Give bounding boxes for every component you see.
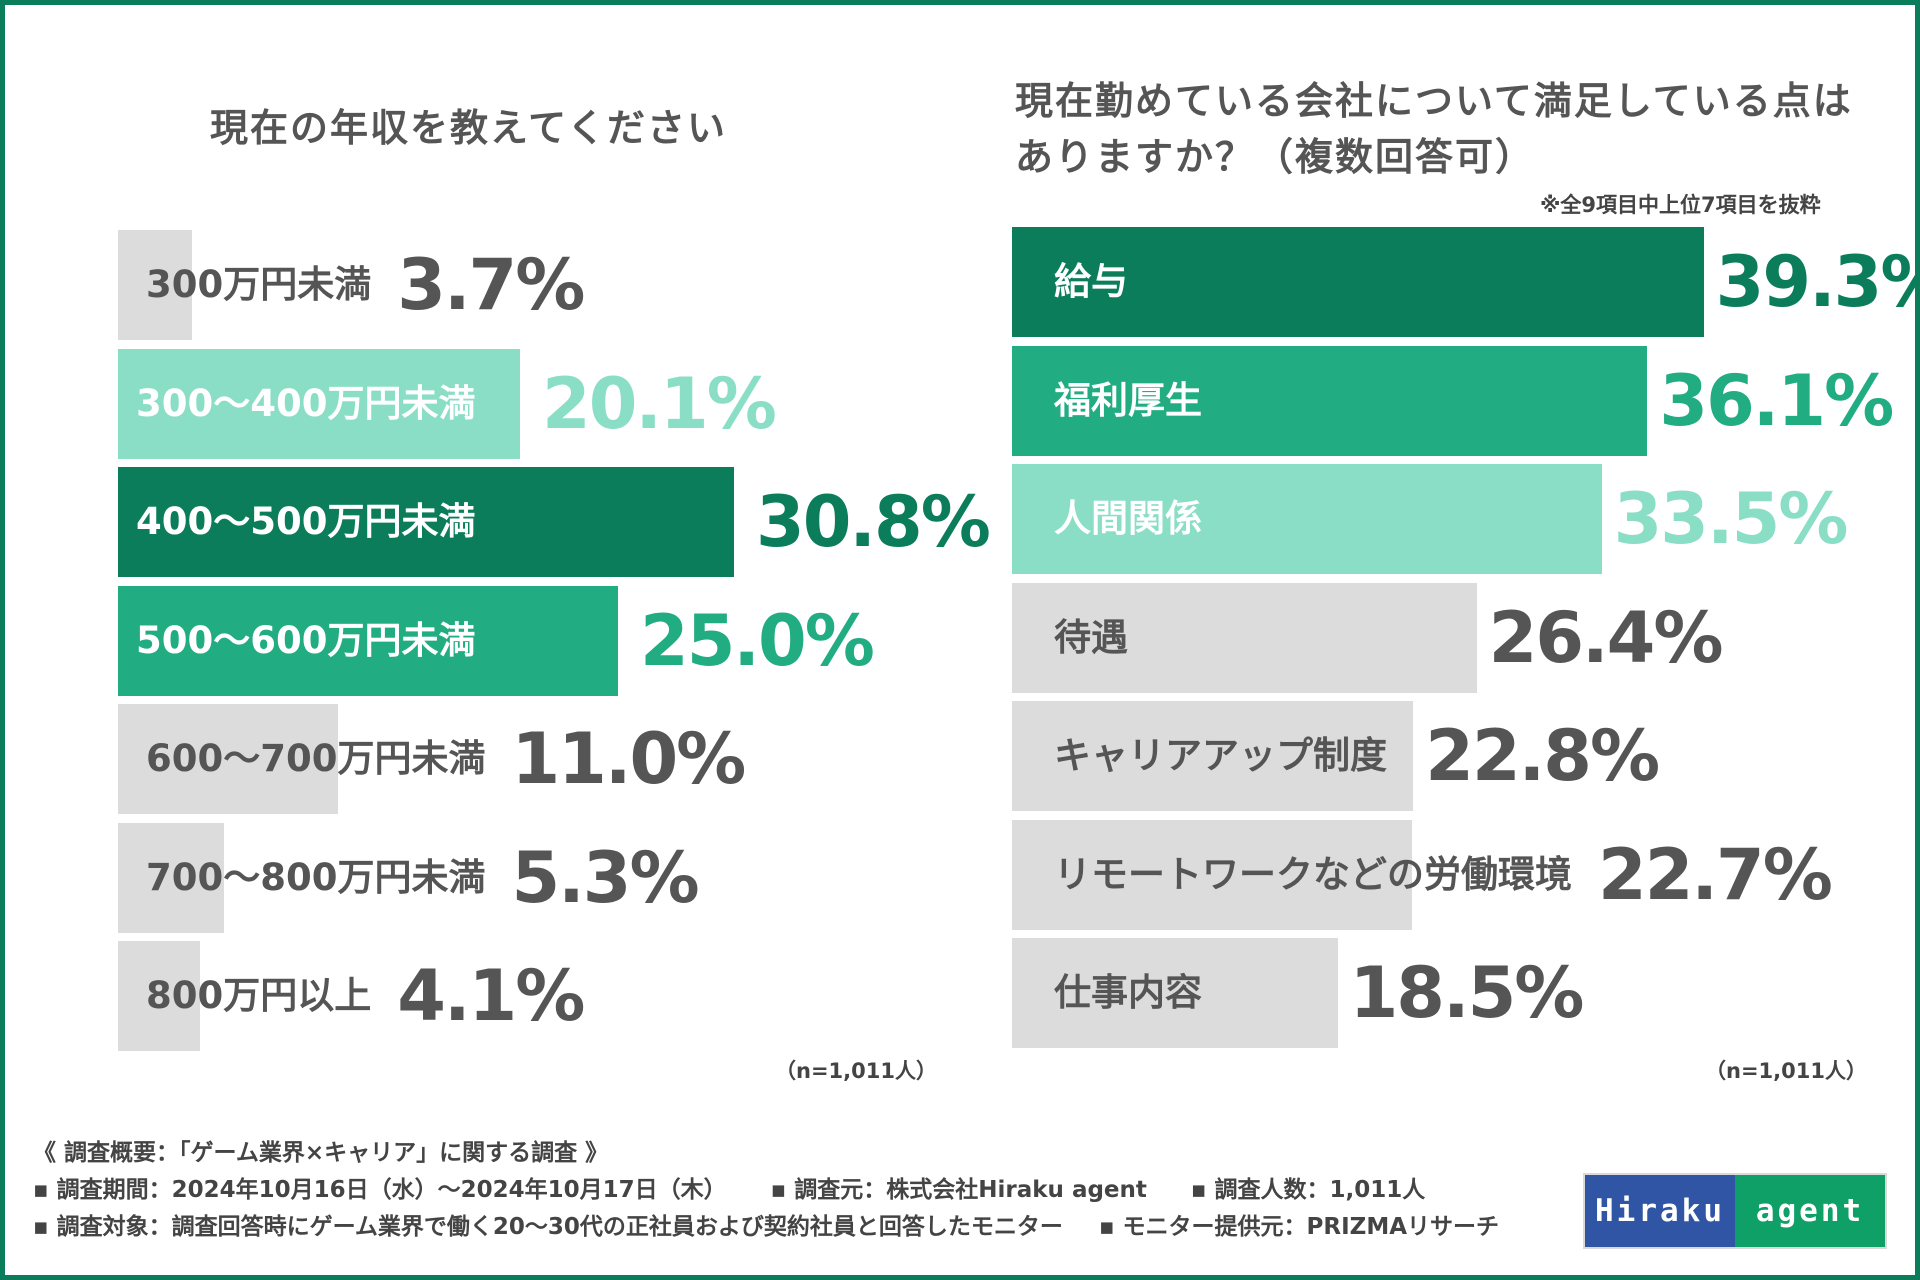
survey-period: ▪ 調査期間：2024年10月16日（水）〜2024年10月17日（木）	[33, 1177, 727, 1203]
chart2-note: ※全9項目中上位7項目を抜粋	[1540, 193, 1821, 217]
bar-label-4: 500〜600万円未満	[136, 618, 476, 662]
survey-line-1: ▪ 調査期間：2024年10月16日（水）〜2024年10月17日（木） ▪ 調…	[33, 1172, 1499, 1209]
chart2-n-label: （n=1,011人）	[1705, 1059, 1867, 1083]
bar-value-label-4: 26.4%	[1488, 596, 1724, 679]
bar-3	[1012, 464, 1602, 574]
survey-target: ▪ 調査対象：調査回答時にゲーム業界で働く20〜30代の正社員および契約社員と回…	[33, 1214, 1063, 1240]
bar-label-4: 待遇	[1054, 615, 1128, 659]
bar-value-label-3: 33.5%	[1613, 478, 1849, 560]
bar-value-label-4: 25.0%	[640, 599, 875, 682]
bar-7	[1012, 938, 1338, 1048]
bar-label-6: リモートワークなどの労働環境	[1054, 852, 1572, 896]
bar-label-3: 人間関係	[1054, 497, 1202, 540]
bar-label-2: 福利厚生	[1054, 378, 1202, 422]
survey-title: 《 調査概要：「ゲーム業界×キャリア」に関する調査 》	[33, 1140, 609, 1166]
hiraku-agent-logo: Hiraku agent	[1583, 1173, 1887, 1249]
bar-label-5: キャリアアップ制度	[1054, 734, 1387, 777]
bar-label-5: 600〜700万円未満	[146, 737, 486, 780]
bar-1	[1012, 227, 1704, 337]
survey-overview: 《 調査概要：「ゲーム業界×キャリア」に関する調査 》 ▪ 調査期間：2024年…	[33, 1135, 1499, 1246]
bar-label-6: 700〜800万円未満	[146, 855, 486, 899]
chart2-title-line1: 現在勤めている会社について満足している点は	[1015, 79, 1853, 123]
bar-value-label-7: 4.1%	[397, 955, 585, 1037]
bar-label-3: 400〜500万円未満	[136, 500, 476, 543]
bar-value-label-1: 3.7%	[397, 244, 585, 326]
bar-value-label-5: 22.8%	[1425, 715, 1660, 797]
bar-value-label-2: 20.1%	[542, 362, 777, 445]
bar-label-7: 仕事内容	[1054, 971, 1202, 1014]
bar-value-label-3: 30.8%	[756, 481, 991, 563]
bar-7	[118, 941, 200, 1051]
bar-4	[118, 585, 618, 696]
chart1-title: 現在の年収を教えてください	[210, 106, 727, 150]
bar-label-1: 給与	[1054, 260, 1128, 303]
logo-agent: agent	[1735, 1175, 1885, 1247]
survey-source: ▪ 調査元：株式会社Hiraku agent	[770, 1177, 1147, 1203]
bar-value-label-2: 36.1%	[1659, 359, 1894, 442]
bar-label-7: 800万円以上	[146, 974, 372, 1017]
chart2-title-line2: ありますか？（複数回答可）	[1015, 135, 1536, 179]
bar-value-label-5: 11.0%	[511, 718, 746, 800]
bar-5	[1012, 701, 1414, 811]
bar-5	[118, 704, 338, 814]
bar-value-label-6: 5.3%	[511, 836, 699, 919]
bar-value-label-1: 39.3%	[1715, 241, 1920, 323]
bar-label-2: 300〜400万円未満	[136, 381, 476, 425]
bar-value-label-6: 22.7%	[1598, 833, 1833, 916]
bar-6	[1012, 819, 1412, 930]
survey-provider: ▪ モニター提供元：PRIZMAリサーチ	[1098, 1214, 1500, 1240]
bar-4	[1012, 582, 1477, 693]
logo-hiraku: Hiraku	[1585, 1175, 1735, 1247]
chart1-n-label: （n=1,011人）	[775, 1059, 937, 1083]
bar-2	[118, 348, 520, 459]
bar-6	[118, 822, 224, 933]
survey-line-2: ▪ 調査対象：調査回答時にゲーム業界で働く20〜30代の正社員および契約社員と回…	[33, 1209, 1499, 1246]
bar-label-1: 300万円未満	[146, 263, 372, 306]
survey-count: ▪ 調査人数：1,011人	[1190, 1177, 1426, 1203]
bar-3	[118, 467, 734, 577]
bar-value-label-7: 18.5%	[1349, 952, 1585, 1034]
bar-1	[118, 230, 192, 340]
bar-2	[1012, 345, 1648, 456]
